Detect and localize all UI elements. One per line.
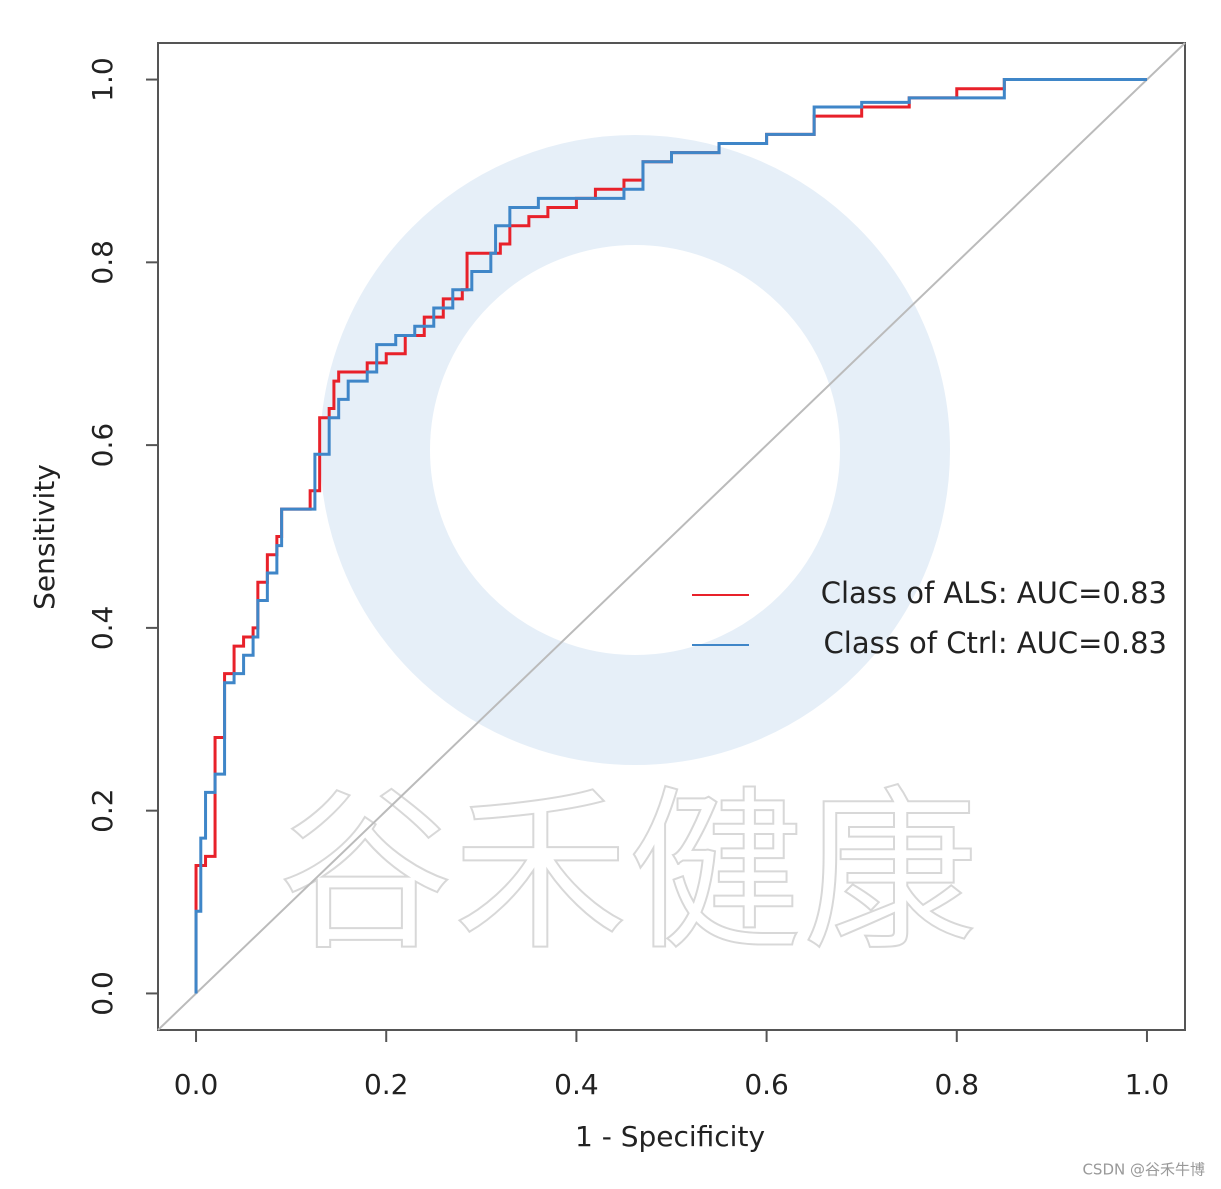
x-tick-label: 0.6 xyxy=(744,1068,789,1101)
legend-label: Class of ALS: AUC=0.83 xyxy=(821,576,1167,610)
y-tick-label: 0.6 xyxy=(86,423,119,468)
plot-frame xyxy=(157,42,1186,1031)
x-tick-label: 1.0 xyxy=(1125,1068,1170,1101)
y-tick-label: 0.8 xyxy=(86,240,119,285)
x-tick-label: 0.4 xyxy=(554,1068,599,1101)
y-tick-label: 1.0 xyxy=(86,57,119,102)
roc-curve xyxy=(194,78,1147,994)
y-tick-label: 0.2 xyxy=(86,788,119,833)
legend-label: Class of Ctrl: AUC=0.83 xyxy=(824,626,1167,660)
credit: CSDN @谷禾牛博 xyxy=(1082,1161,1205,1179)
x-axis-label: 1 - Specificity xyxy=(575,1120,765,1153)
reference-line xyxy=(157,42,1186,1031)
watermark-ring xyxy=(320,135,950,765)
x-tick-label: 0.0 xyxy=(174,1068,219,1101)
x-tick-label: 0.2 xyxy=(364,1068,409,1101)
watermark: 谷禾健康 xyxy=(278,772,978,975)
y-tick-label: 0.0 xyxy=(86,971,119,1016)
y-tick-label: 0.4 xyxy=(86,606,119,651)
y-axis-label: Sensitivity xyxy=(28,464,61,610)
x-tick-label: 0.8 xyxy=(935,1068,980,1101)
